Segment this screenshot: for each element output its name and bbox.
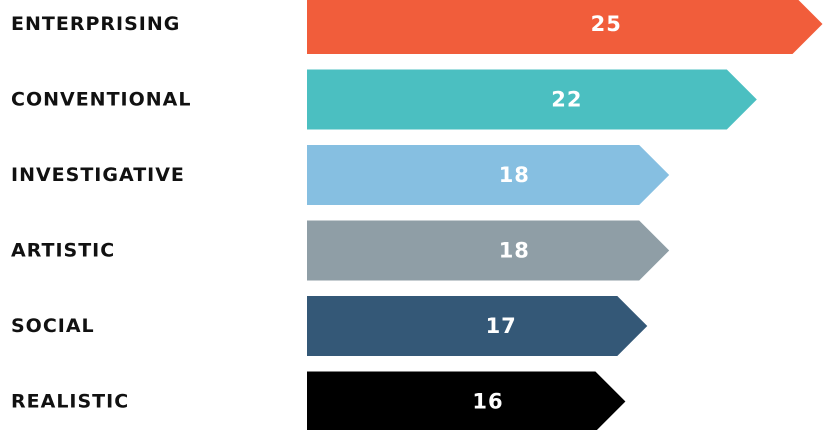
bar-conventional [307, 69, 757, 130]
value-label-conventional: 22 [551, 88, 582, 112]
bar-investigative [307, 145, 670, 205]
bar-enterprising [307, 0, 823, 54]
category-label-enterprising: ENTERPRISING [11, 13, 180, 35]
category-label-realistic: REALISTIC [11, 391, 129, 413]
category-label-conventional: CONVENTIONAL [11, 89, 191, 111]
bars-layer: ENTERPRISING 25 CONVENTIONAL 22 INVESTIGATIV… [11, 0, 823, 430]
value-label-social: 17 [486, 314, 517, 338]
value-label-investigative: 18 [499, 163, 530, 187]
bar-social [307, 296, 648, 356]
value-label-artistic: 18 [499, 239, 530, 263]
bar-artistic [307, 220, 670, 281]
value-label-realistic: 16 [472, 390, 503, 414]
category-label-social: SOCIAL [11, 315, 95, 337]
value-label-enterprising: 25 [591, 12, 622, 36]
category-label-investigative: INVESTIGATIVE [11, 164, 185, 186]
category-label-artistic: ARTISTIC [11, 240, 115, 262]
bar-realistic [307, 371, 626, 430]
